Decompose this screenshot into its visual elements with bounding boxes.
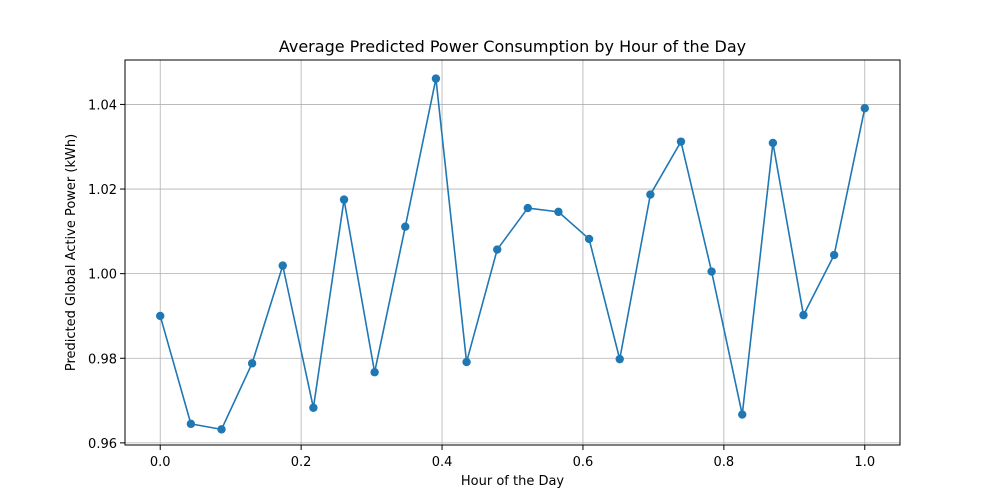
y-axis-label: Predicted Global Active Power (kWh) bbox=[64, 134, 79, 371]
data-point bbox=[186, 419, 196, 429]
x-tick-label: 0.6 bbox=[573, 455, 594, 470]
plot-frame bbox=[124, 59, 901, 446]
y-axis: 0.96 0.98 1.00 1.02 1.04 bbox=[88, 98, 125, 452]
x-tick-label: 1.0 bbox=[854, 455, 875, 470]
x-tick-label: 0.4 bbox=[432, 455, 453, 470]
data-point bbox=[462, 357, 471, 367]
data-point bbox=[768, 138, 778, 148]
series-line bbox=[159, 77, 866, 431]
data-point bbox=[156, 311, 165, 321]
y-tick-label: 0.98 bbox=[88, 352, 117, 367]
series-layer bbox=[156, 74, 869, 434]
data-point bbox=[738, 410, 747, 419]
data-point bbox=[401, 222, 410, 231]
y-tick-label: 1.04 bbox=[88, 98, 117, 113]
x-tick-label: 0.8 bbox=[714, 455, 735, 470]
data-point bbox=[370, 368, 379, 377]
y-tick-label: 0.96 bbox=[88, 437, 117, 452]
x-axis-label: Hour of the Day bbox=[461, 474, 565, 489]
data-point bbox=[646, 190, 655, 199]
data-point bbox=[339, 195, 349, 204]
data-point bbox=[554, 207, 563, 217]
chart-title: Average Predicted Power Consumption by H… bbox=[279, 37, 746, 56]
data-point bbox=[615, 354, 624, 364]
x-tick-label: 0.2 bbox=[291, 455, 312, 470]
data-point bbox=[247, 359, 257, 368]
data-point bbox=[278, 261, 287, 270]
y-tick-label: 1.02 bbox=[88, 183, 117, 198]
data-point bbox=[860, 104, 869, 113]
data-point bbox=[431, 74, 441, 83]
data-point bbox=[493, 245, 502, 254]
x-axis: 0.0 0.2 0.4 0.6 0.8 1.0 bbox=[150, 445, 875, 470]
data-point bbox=[799, 310, 808, 320]
x-tick-label: 0.0 bbox=[150, 455, 171, 470]
data-point bbox=[584, 234, 594, 244]
data-point bbox=[829, 250, 839, 260]
data-point bbox=[523, 203, 532, 213]
data-point bbox=[676, 137, 686, 146]
data-point bbox=[217, 425, 226, 434]
data-point bbox=[309, 403, 318, 412]
y-tick-label: 1.00 bbox=[88, 268, 117, 283]
data-point bbox=[707, 267, 716, 276]
